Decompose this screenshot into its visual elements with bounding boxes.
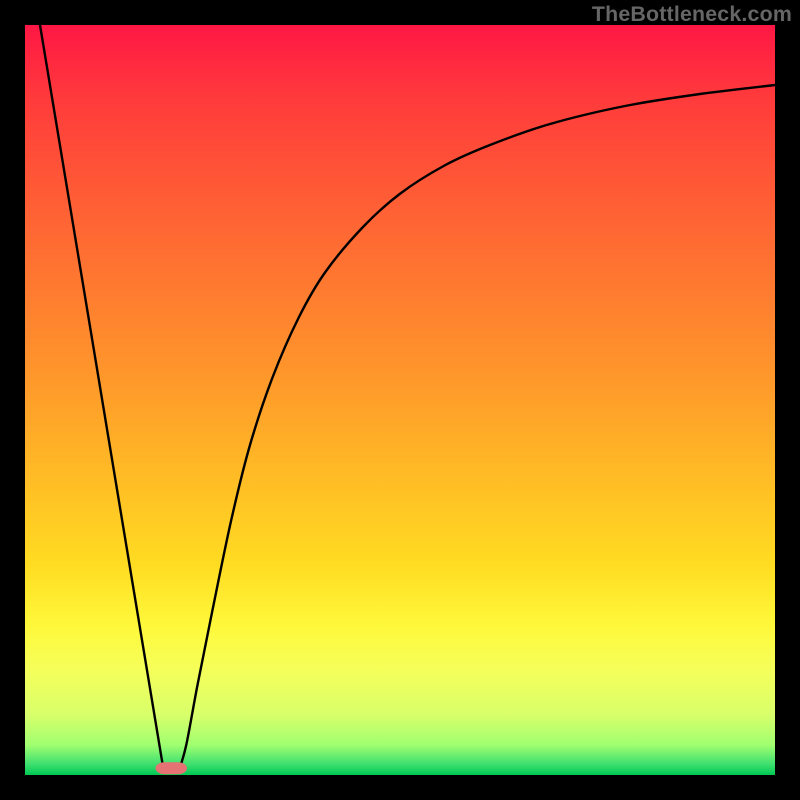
watermark-text: TheBottleneck.com: [592, 2, 792, 27]
curve-left-branch: [40, 25, 164, 771]
chart-container: TheBottleneck.com: [0, 0, 800, 800]
minimum-marker: [156, 762, 187, 774]
plot-area: [25, 25, 775, 775]
bottleneck-curve: [25, 25, 775, 775]
curve-right-branch: [179, 85, 775, 771]
